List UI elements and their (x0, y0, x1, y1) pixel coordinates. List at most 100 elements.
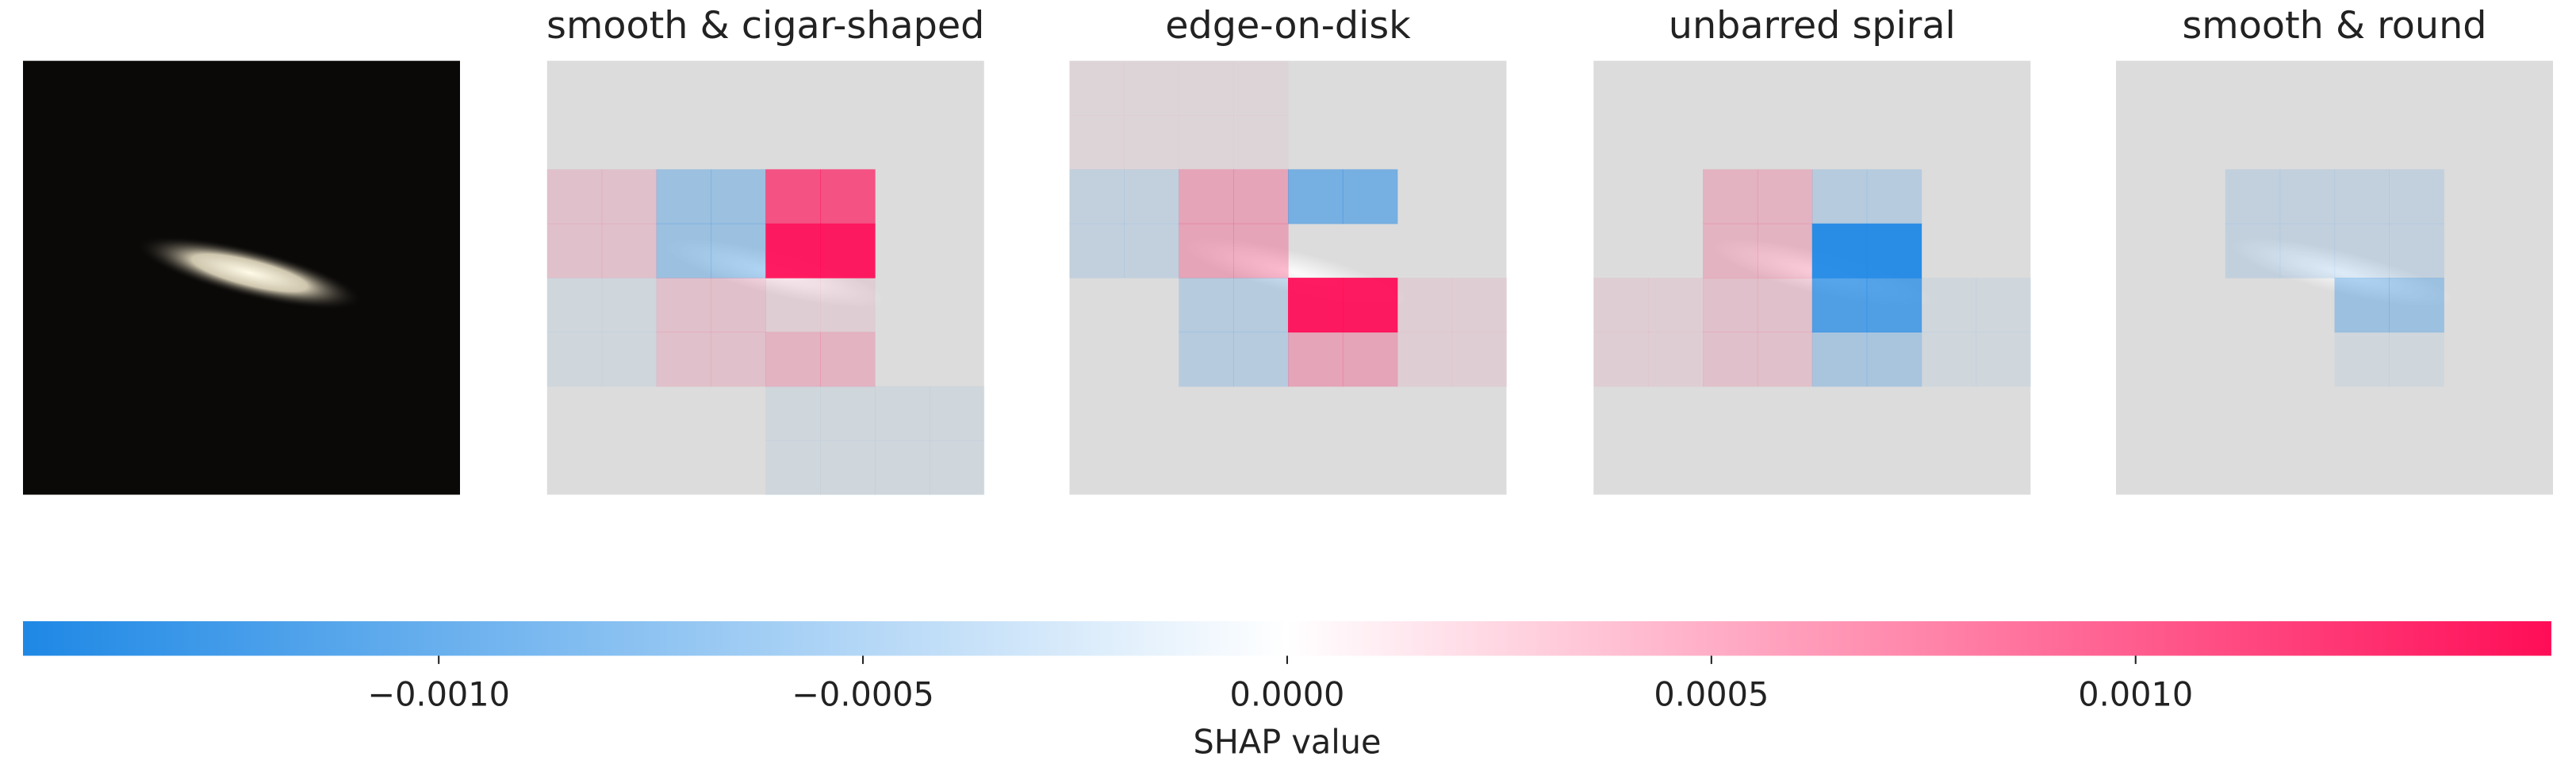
heat-cell (765, 61, 820, 116)
heat-cell (1342, 278, 1398, 333)
heat-cell (929, 386, 985, 441)
heat-cell (930, 169, 984, 224)
heat-cell (1342, 332, 1398, 387)
heat-cell (1124, 61, 1179, 116)
heat-cell (1288, 386, 1343, 441)
heat-cell (1811, 223, 1868, 278)
heat-cell (875, 61, 930, 116)
heat-cell (2444, 169, 2498, 224)
heat-cell (711, 115, 765, 170)
colorbar-tick-label: 0.0005 (1654, 675, 1769, 713)
heat-cell (2498, 169, 2553, 224)
heat-cell (929, 440, 985, 496)
heat-cell (2335, 61, 2390, 116)
heat-cell (1867, 440, 1922, 495)
heat-cell (1397, 169, 1452, 224)
heat-cell (1288, 115, 1343, 170)
heat-cell (657, 115, 711, 170)
heat-cell (875, 440, 930, 496)
heat-cell (2444, 386, 2498, 441)
heat-cell (875, 386, 930, 441)
heat-cell (1070, 61, 1125, 116)
heat-cell (2389, 440, 2444, 495)
heat-cell (1703, 440, 1758, 495)
heat-cell (1452, 440, 1507, 495)
heat-cell (2279, 169, 2336, 225)
heat-cell (1179, 223, 1234, 278)
heat-cell (1922, 115, 1976, 170)
heat-cell (1648, 61, 1703, 116)
heat-cell (1703, 278, 1758, 333)
heat-cell (1397, 224, 1452, 278)
heat-cell (875, 332, 930, 386)
heat-cell (2389, 223, 2444, 278)
heat-cell (1976, 386, 2030, 441)
heat-cell (820, 115, 875, 170)
heat-cell (1179, 332, 1234, 387)
heat-cell (2334, 223, 2390, 278)
heat-cell (1397, 440, 1452, 495)
heat-cell (1233, 169, 1289, 225)
heat-cell (820, 332, 876, 387)
heat-cell (2389, 169, 2444, 225)
heat-cell (2280, 332, 2335, 386)
heat-cell (1593, 169, 1648, 224)
heat-cell (2498, 386, 2553, 441)
heat-cell (820, 169, 876, 225)
heat-cell (1452, 115, 1507, 170)
heat-cell (1811, 169, 1868, 225)
heat-cell (1648, 224, 1703, 278)
heat-cell (547, 440, 602, 495)
panel-title: smooth & cigar-shaped (546, 4, 984, 48)
heat-cell (2498, 224, 2553, 278)
heat-cell (1452, 386, 1507, 441)
heat-cell (1397, 332, 1453, 387)
heat-cell (1179, 115, 1233, 170)
heat-cell (602, 386, 657, 441)
heat-cell (546, 278, 603, 333)
heat-cell (1233, 115, 1288, 170)
heat-cell (546, 169, 603, 225)
heat-cell (657, 61, 711, 116)
heat-cell (1124, 440, 1179, 495)
heat-cell (2171, 386, 2225, 441)
heat-cell (1758, 61, 1812, 116)
heat-cell (1593, 440, 1648, 495)
heat-cell (1452, 61, 1507, 116)
heat-cell (2334, 278, 2390, 333)
heat-cell (2116, 386, 2171, 441)
heat-cell (602, 440, 657, 495)
colorbar-tick-label: 0.0000 (1230, 675, 1345, 713)
input-image (23, 60, 460, 495)
heat-cell (2389, 278, 2444, 333)
heat-cell (1451, 332, 1508, 387)
heat-cell (601, 223, 657, 278)
heat-cell (1070, 332, 1125, 386)
heat-cell (2225, 386, 2280, 441)
heat-cell (1648, 440, 1703, 495)
heat-cell (1124, 169, 1179, 225)
heat-cell (2444, 115, 2498, 170)
heat-cell (1922, 61, 1976, 116)
heat-cell (765, 169, 821, 225)
heat-cell (1703, 223, 1758, 278)
heat-cell (1922, 169, 1976, 224)
heat-cell (1397, 278, 1453, 333)
heat-cell (1922, 224, 1976, 278)
heat-cell (2171, 115, 2225, 170)
heat-cell (1233, 61, 1288, 116)
heat-cell (602, 61, 657, 116)
heat-cell (1812, 386, 1867, 441)
heat-cell (1758, 440, 1812, 495)
heat-cell (1452, 169, 1507, 224)
heat-cell (1593, 386, 1648, 441)
heat-cell (1757, 278, 1813, 333)
heat-cell (1343, 224, 1397, 278)
heat-cell (2389, 115, 2444, 170)
heat-cell (1070, 278, 1125, 332)
heat-cell (1124, 332, 1179, 386)
panels: smooth & cigar-shaped edge-on-disk unbarre… (546, 4, 2553, 496)
heat-cell (1593, 278, 1649, 333)
panel-title: smooth & round (2182, 4, 2486, 48)
heat-cell (1757, 169, 1813, 225)
